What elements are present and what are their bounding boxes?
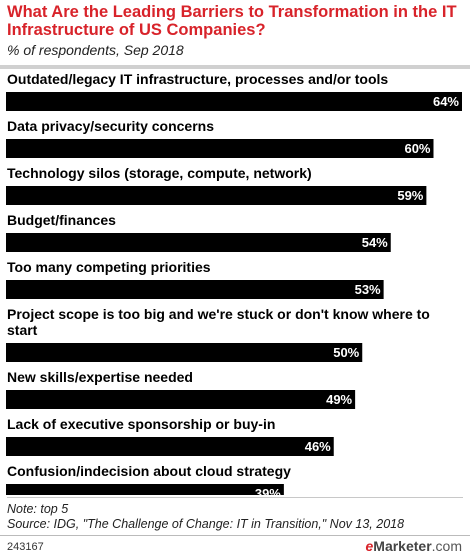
brand-prefix: e: [365, 538, 374, 554]
value-label: 46%: [305, 439, 331, 454]
bar-label: New skills/expertise needed: [7, 369, 193, 385]
chart-source: Source: IDG, "The Challenge of Change: I…: [7, 517, 405, 531]
chart-note: Note: top 5: [7, 502, 69, 516]
bar: [6, 233, 391, 252]
value-label: 64%: [433, 94, 459, 109]
bar: [6, 484, 284, 495]
value-label: 53%: [355, 282, 381, 297]
footer-divider: [0, 535, 470, 536]
bar-label: Confusion/indecision about cloud strateg…: [7, 463, 291, 479]
bottom-divider: [7, 497, 463, 498]
bar-chart: Outdated/legacy IT infrastructure, proce…: [6, 71, 462, 495]
value-label: 60%: [404, 141, 430, 156]
brand-name: Marketer: [373, 538, 432, 554]
chart-id: 243167: [7, 541, 44, 553]
value-label: 49%: [326, 392, 352, 407]
value-label: 50%: [333, 345, 359, 360]
bar: [6, 92, 462, 111]
bar-label: Data privacy/security concerns: [7, 118, 214, 134]
brand-suffix: .com: [431, 538, 462, 554]
value-label: 54%: [362, 235, 388, 250]
chart-title: What Are the Leading Barriers to Transfo…: [7, 3, 457, 39]
bar-label: Budget/finances: [7, 212, 116, 228]
top-divider: [0, 65, 470, 69]
bar-label: Project scope is too big and we're stuck…: [7, 306, 430, 338]
bar-label: Too many competing priorities: [7, 259, 211, 275]
bar-label: Technology silos (storage, compute, netw…: [7, 165, 312, 181]
bar: [6, 437, 334, 456]
chart-subtitle: % of respondents, Sep 2018: [7, 42, 184, 58]
bar: [6, 186, 427, 205]
value-label: 59%: [397, 188, 423, 203]
bar: [6, 139, 434, 158]
bar-label: Lack of executive sponsorship or buy-in: [7, 416, 275, 432]
bar: [6, 280, 384, 299]
bar: [6, 390, 356, 409]
value-label: 39%: [255, 486, 281, 495]
bar-label: Outdated/legacy IT infrastructure, proce…: [7, 71, 388, 87]
bar: [6, 343, 363, 362]
emarketer-logo[interactable]: eMarketer.com: [365, 538, 462, 554]
